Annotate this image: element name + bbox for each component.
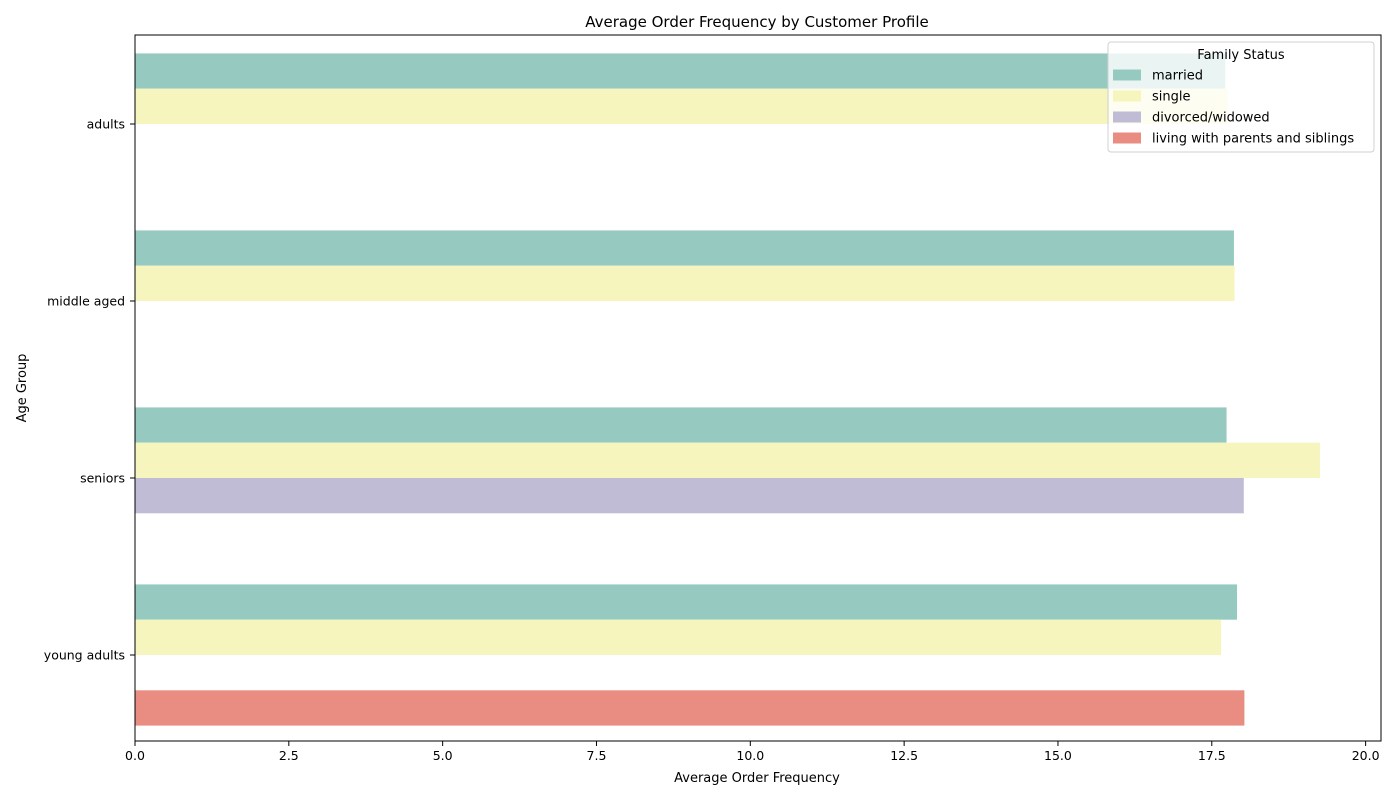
- legend-box: [1107, 41, 1375, 153]
- x-tick-label: 17.5: [1198, 748, 1226, 763]
- legend-swatch: [1113, 69, 1141, 81]
- bar: [135, 230, 1234, 266]
- y-axis-label: Age Group: [15, 354, 30, 423]
- x-tick-label: 5.0: [433, 748, 453, 763]
- legend-title: Family Status: [1197, 48, 1285, 63]
- legend-swatch: [1113, 132, 1141, 144]
- plot-frame: [134, 34, 1382, 742]
- y-axis-ticks: adults middle aged seniors young adults: [44, 117, 135, 663]
- x-axis-label: Average Order Frequency: [674, 771, 840, 786]
- bar: [135, 619, 1222, 655]
- y-tick-label: middle aged: [47, 294, 125, 309]
- bar: [135, 88, 1228, 124]
- legend-label: married: [1152, 69, 1203, 84]
- x-tick-label: 2.5: [279, 748, 299, 763]
- legend-swatch: [1113, 111, 1141, 123]
- bar: [135, 442, 1321, 478]
- bars-group: [135, 53, 1321, 726]
- y-tick-label: adults: [87, 117, 125, 132]
- x-tick-label: 12.5: [890, 748, 918, 763]
- legend-label: divorced/widowed: [1152, 111, 1270, 126]
- x-tick-label: 10.0: [736, 748, 764, 763]
- x-tick-label: 15.0: [1044, 748, 1072, 763]
- y-tick-label: seniors: [80, 471, 125, 486]
- legend-label: single: [1152, 90, 1191, 105]
- x-axis-ticks: 0.0 2.5 5.0 7.5 10.0 12.5 15.0 17.5 20.0: [125, 741, 1380, 763]
- legend-label: living with parents and siblings: [1152, 132, 1354, 147]
- bar: [135, 690, 1245, 726]
- legend-swatch: [1113, 90, 1141, 102]
- bar: [135, 584, 1238, 620]
- bar: [135, 53, 1226, 89]
- bar: [135, 478, 1244, 514]
- bar: [135, 265, 1235, 301]
- legend: Family Status married single divorced/wido…: [1107, 41, 1375, 153]
- x-tick-label: 20.0: [1352, 748, 1380, 763]
- x-tick-label: 7.5: [587, 748, 607, 763]
- bar: [135, 407, 1227, 443]
- y-tick-label: young adults: [44, 648, 125, 663]
- chart-title: Average Order Frequency by Customer Prof…: [585, 13, 928, 31]
- x-tick-label: 0.0: [125, 748, 145, 763]
